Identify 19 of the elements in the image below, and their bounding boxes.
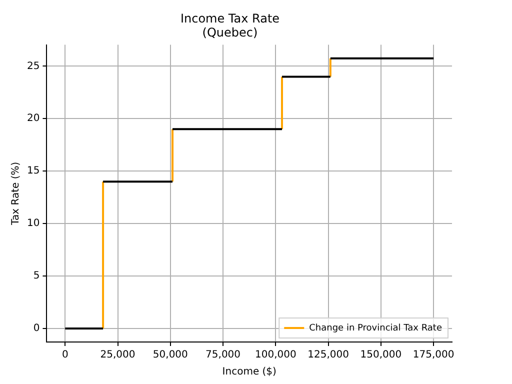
y-axis-title: Tax Rate (%) <box>10 162 22 226</box>
x-tick-label: 75,000 <box>206 350 241 361</box>
y-tick-label: 15 <box>26 166 40 177</box>
chart-subtitle: (Quebec) <box>202 26 258 40</box>
y-tick-label: 20 <box>26 113 40 124</box>
x-axis-title: Income ($) <box>222 366 277 378</box>
y-tick-label: 10 <box>26 218 40 230</box>
y-tick-label: 5 <box>33 270 40 282</box>
x-tick-label: 0 <box>62 350 68 361</box>
y-tick-label: 0 <box>33 323 40 334</box>
legend-label: Change in Provincial Tax Rate <box>309 323 442 334</box>
x-tick-label: 125,000 <box>308 350 349 361</box>
y-tick-label: 25 <box>26 60 40 72</box>
x-tick-label: 50,000 <box>152 350 188 361</box>
x-tick-label: 100,000 <box>255 350 296 361</box>
chart-title: Income Tax Rate <box>180 11 280 26</box>
x-tick-label: 150,000 <box>360 350 402 361</box>
x-tick-label: 25,000 <box>100 350 136 361</box>
x-tick-label: 175,000 <box>412 350 454 361</box>
